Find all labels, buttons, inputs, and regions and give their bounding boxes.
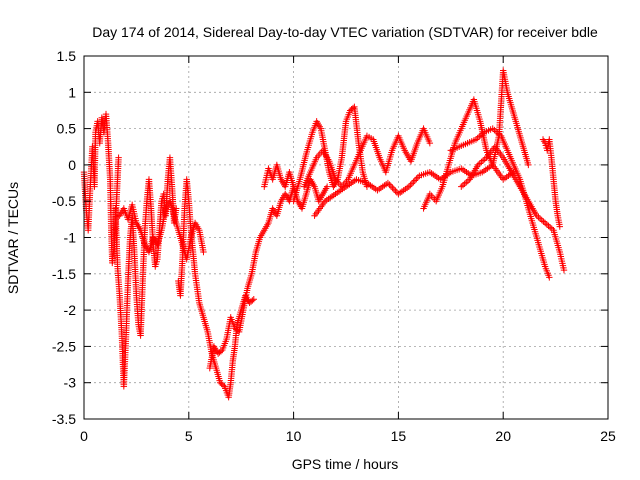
y-tick-label: -3.5 — [52, 411, 76, 427]
data-point-marker — [323, 183, 331, 190]
data-point-marker — [411, 177, 419, 184]
data-point-marker — [538, 216, 545, 224]
data-point-marker — [389, 184, 396, 191]
data-point-marker — [476, 133, 483, 140]
x-tick-label: 25 — [600, 428, 616, 444]
data-point-marker — [414, 174, 422, 181]
x-axis-label: GPS time / hours — [292, 456, 399, 472]
data-point-marker — [543, 221, 550, 228]
data-point-marker — [478, 158, 485, 166]
x-tick-label: 5 — [185, 428, 193, 444]
y-tick-label: 1.5 — [57, 48, 77, 64]
data-point-marker — [405, 183, 413, 190]
data-point-marker — [479, 157, 487, 164]
x-tick-label: 20 — [495, 428, 511, 444]
data-point-marker — [461, 180, 468, 187]
data-point-marker — [545, 222, 552, 230]
series-prn-k — [447, 125, 553, 281]
data-point-marker — [219, 381, 227, 389]
data-point-marker — [459, 182, 467, 189]
data-point-marker — [384, 179, 392, 187]
data-point-marker — [173, 205, 180, 212]
y-tick-label: 1 — [68, 84, 76, 100]
data-point-marker — [387, 182, 395, 190]
data-point-marker — [494, 129, 501, 137]
data-point-marker — [525, 161, 532, 169]
y-tick-label: -2 — [64, 302, 77, 318]
data-point-marker — [541, 219, 549, 227]
series-prn-f — [261, 161, 331, 212]
data-point-marker — [536, 215, 544, 222]
y-tick-label: -1 — [64, 230, 77, 246]
series-prn-m — [539, 136, 563, 230]
data-point-marker — [463, 179, 470, 186]
data-point-marker — [115, 154, 122, 161]
data-point-marker — [407, 181, 414, 189]
data-point-marker — [200, 248, 207, 256]
data-point-marker — [386, 181, 393, 188]
data-point-marker — [413, 175, 420, 183]
y-tick-label: -3 — [64, 375, 77, 391]
data-point-marker — [556, 223, 563, 230]
data-points — [80, 67, 568, 401]
grid — [84, 56, 608, 419]
data-point-marker — [410, 178, 417, 186]
x-tick-label: 10 — [286, 428, 302, 444]
data-point-marker — [217, 348, 225, 355]
series-prn-b — [112, 154, 180, 390]
series-prn-e — [206, 183, 297, 372]
y-tick-label: 0.5 — [57, 121, 77, 137]
x-tick-label: 15 — [391, 428, 407, 444]
data-point-marker — [408, 180, 416, 187]
chart-title: Day 174 of 2014, Sidereal Day-to-day VTE… — [92, 24, 598, 40]
data-point-marker — [390, 186, 398, 193]
data-point-marker — [546, 274, 553, 281]
data-point-marker — [249, 297, 256, 304]
series-prn-l — [458, 143, 568, 274]
series-prn-h — [300, 125, 434, 190]
y-tick-label: -1.5 — [52, 266, 76, 282]
data-point-marker — [540, 218, 547, 225]
y-axis-ticks: -3.5 -3 -2.5 -2 -1.5 -1 -0.5 0 0.5 1 1.5 — [52, 48, 608, 427]
y-tick-label: 0 — [68, 157, 76, 173]
data-point-marker — [426, 139, 434, 147]
data-point-marker — [491, 126, 498, 134]
data-point-marker — [458, 183, 465, 190]
y-tick-label: -0.5 — [52, 193, 76, 209]
y-axis-label: SDTVAR / TECUs — [5, 182, 21, 294]
data-point-marker — [250, 296, 257, 303]
series-prn-a — [80, 110, 122, 267]
y-tick-label: -2.5 — [52, 338, 76, 354]
series-prn-c — [116, 198, 207, 263]
x-axis-ticks: 0 5 10 15 20 25 — [80, 56, 616, 444]
data-point-marker — [546, 224, 554, 231]
data-point-marker — [560, 266, 568, 274]
data-point-marker — [392, 187, 399, 195]
x-tick-label: 0 — [80, 428, 88, 444]
